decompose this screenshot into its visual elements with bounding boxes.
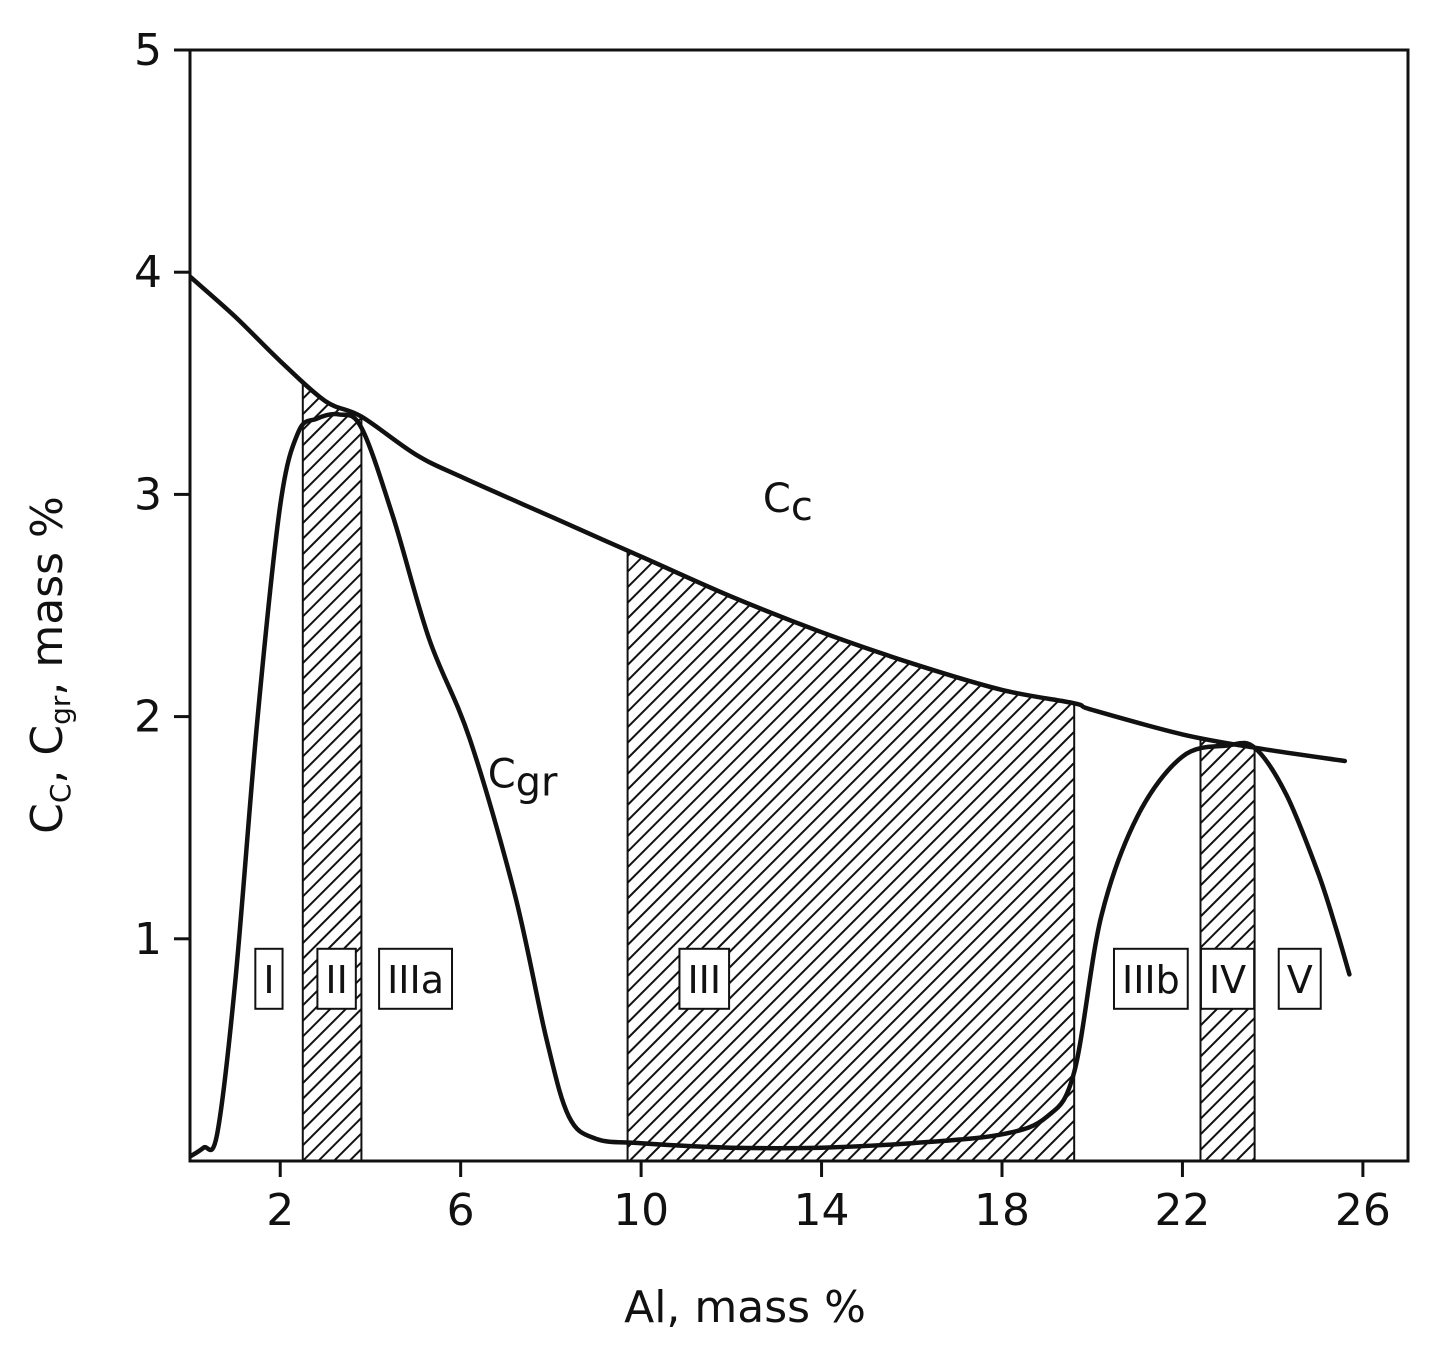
zone-label-I: I xyxy=(254,947,284,1010)
zone-label-box xyxy=(1112,947,1189,1010)
x-tick-label: 6 xyxy=(447,1185,475,1236)
zone-label-text: V xyxy=(1287,958,1313,1002)
y-axis-title-sub-c: C xyxy=(44,784,77,804)
y-axis-title-sep1: , C xyxy=(22,725,73,784)
zone-label-IIIa: IIIa xyxy=(378,947,454,1010)
zone-label-II: II xyxy=(316,947,357,1010)
zone-label-text: III xyxy=(687,958,721,1002)
y-axis: 1 2 3 4 5 xyxy=(134,25,190,965)
zone-label-box xyxy=(678,947,731,1010)
zone-label-box xyxy=(1199,947,1256,1010)
y-axis-title-main: C xyxy=(22,803,73,834)
y-tick-label: 5 xyxy=(134,25,162,76)
curve-label-Cc: Cc xyxy=(763,476,813,530)
zone-label-IV: IV xyxy=(1199,947,1256,1010)
series-line-Cgr xyxy=(190,411,1352,1159)
zone-label-box xyxy=(254,947,284,1010)
zone-label-text: IIIb xyxy=(1122,958,1180,1002)
x-axis-title: Al, mass % xyxy=(624,1282,866,1333)
x-tick-label: 14 xyxy=(794,1185,850,1236)
curve-labels: Cc Cgr xyxy=(488,476,813,806)
y-tick-label: 2 xyxy=(134,692,162,743)
x-axis: 2 6 10 14 18 22 26 xyxy=(266,1161,1391,1236)
curve-label-Cgr: Cgr xyxy=(488,752,558,806)
zone-label-box xyxy=(1277,947,1322,1010)
zone-label-text: IIIa xyxy=(387,958,444,1002)
series-line-Cc xyxy=(190,274,1348,764)
zone-label-box xyxy=(378,947,454,1010)
zone-label-III: III xyxy=(678,947,731,1010)
zone-label-text: II xyxy=(325,958,347,1002)
x-tick-label: 10 xyxy=(613,1185,669,1236)
y-axis-title: CC, Cgr, mass % xyxy=(22,496,77,834)
hatched-region-II xyxy=(301,378,363,1161)
zone-label-V: V xyxy=(1277,947,1322,1010)
series-curves xyxy=(190,274,1352,1159)
y-tick-label: 3 xyxy=(134,469,162,520)
zone-label-text: I xyxy=(263,958,274,1002)
y-tick-label: 1 xyxy=(134,914,162,965)
zone-labels: I II IIIa III IIIb IV V xyxy=(254,947,1322,1010)
x-tick-label: 18 xyxy=(974,1185,1030,1236)
x-tick-label: 2 xyxy=(266,1185,294,1236)
zone-label-IIIb: IIIb xyxy=(1112,947,1189,1010)
zone-label-box xyxy=(316,947,357,1010)
zone-label-text: IV xyxy=(1209,958,1246,1002)
x-tick-label: 22 xyxy=(1154,1185,1210,1236)
y-axis-title-sub-gr: gr xyxy=(44,695,77,725)
plot-frame xyxy=(188,48,1410,1163)
y-tick-label: 4 xyxy=(134,247,162,298)
y-axis-title-sep2: , mass % xyxy=(22,496,73,695)
x-tick-label: 26 xyxy=(1335,1185,1391,1236)
